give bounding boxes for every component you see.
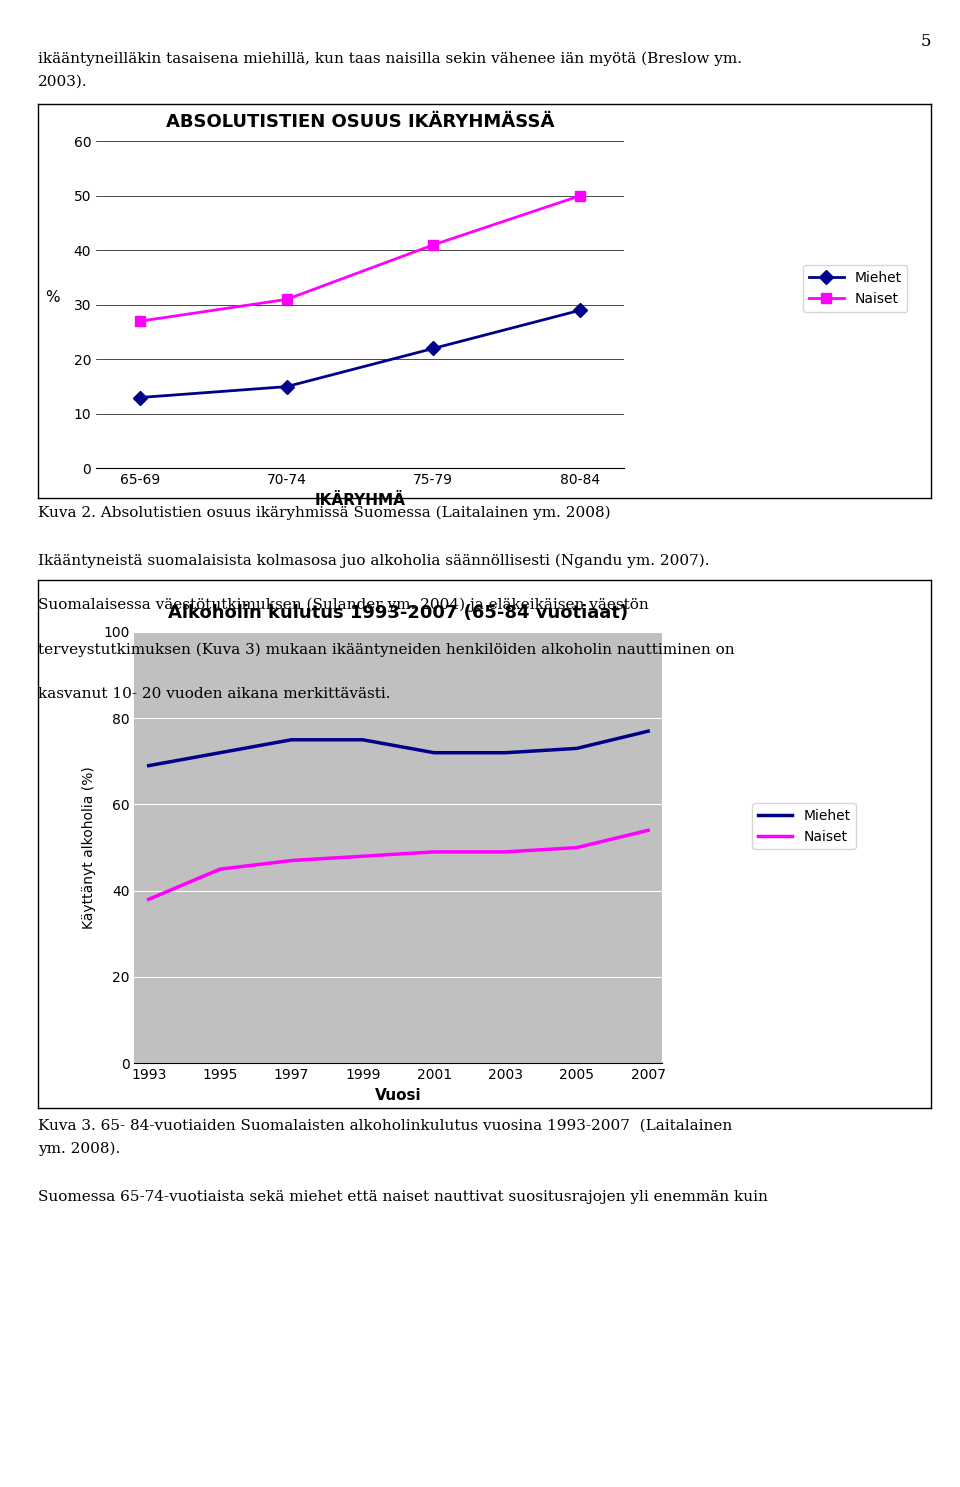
- Naiset: [143, 891, 155, 909]
- Miehet: [571, 739, 583, 757]
- Naiset: [134, 312, 146, 330]
- Y-axis label: %: %: [45, 290, 60, 305]
- Text: 5: 5: [921, 33, 931, 49]
- Title: ABSOLUTISTIEN OSUUS IKÄRYHMÄSSÄ: ABSOLUTISTIEN OSUUS IKÄRYHMÄSSÄ: [166, 113, 554, 131]
- Miehet: [499, 744, 511, 761]
- Naiset: [427, 236, 439, 254]
- Line: Miehet: Miehet: [135, 305, 585, 403]
- Line: Naiset: Naiset: [149, 830, 648, 900]
- Miehet: [357, 732, 369, 749]
- Legend: Miehet, Naiset: Miehet, Naiset: [804, 266, 907, 311]
- Line: Naiset: Naiset: [135, 190, 585, 326]
- Text: Kuva 3. 65- 84-vuotiaiden Suomalaisten alkoholinkulutus vuosina 1993-2007  (Lait: Kuva 3. 65- 84-vuotiaiden Suomalaisten a…: [38, 1118, 732, 1132]
- Miehet: [214, 744, 226, 761]
- Naiset: [499, 843, 511, 861]
- Text: terveystutkimuksen (Kuva 3) mukaan ikääntyneiden henkilöiden alkoholin nauttimin: terveystutkimuksen (Kuva 3) mukaan ikään…: [38, 642, 735, 657]
- Miehet: [134, 388, 146, 406]
- Line: Miehet: Miehet: [149, 732, 648, 766]
- Naiset: [214, 859, 226, 877]
- Naiset: [281, 290, 293, 308]
- Y-axis label: Käyttänyt alkoholia (%): Käyttänyt alkoholia (%): [83, 766, 96, 929]
- Text: ym. 2008).: ym. 2008).: [38, 1142, 121, 1157]
- Miehet: [642, 723, 654, 741]
- Miehet: [143, 757, 155, 775]
- Text: Ikääntyneistä suomalaisista kolmasosa juo alkoholia säännöllisesti (Ngandu ym. 2: Ikääntyneistä suomalaisista kolmasosa ju…: [38, 553, 709, 568]
- Legend: Miehet, Naiset: Miehet, Naiset: [752, 803, 856, 849]
- Miehet: [428, 744, 440, 761]
- Naiset: [642, 821, 654, 839]
- Naiset: [428, 843, 440, 861]
- Naiset: [286, 852, 298, 870]
- Text: ikääntyneilläkin tasaisena miehillä, kun taas naisilla sekin vähenee iän myötä (: ikääntyneilläkin tasaisena miehillä, kun…: [38, 52, 742, 67]
- X-axis label: Vuosi: Vuosi: [375, 1087, 421, 1103]
- Miehet: [281, 378, 293, 396]
- Miehet: [427, 339, 439, 357]
- Miehet: [286, 732, 298, 749]
- Text: Kuva 2. Absolutistien osuus ikäryhmissä Suomessa (Laitalainen ym. 2008): Kuva 2. Absolutistien osuus ikäryhmissä …: [38, 506, 611, 520]
- Text: Suomalaisessa väestötutkimuksen (Sulander ym. 2004) ja eläkeikäisen väestön: Suomalaisessa väestötutkimuksen (Sulande…: [38, 598, 649, 613]
- Naiset: [571, 839, 583, 857]
- Text: 2003).: 2003).: [38, 74, 88, 88]
- Text: Suomessa 65-74-vuotiaista sekä miehet että naiset nauttivat suositusrajojen yli : Suomessa 65-74-vuotiaista sekä miehet et…: [38, 1190, 768, 1203]
- Miehet: [574, 302, 586, 320]
- Naiset: [574, 187, 586, 205]
- Text: kasvanut 10- 20 vuoden aikana merkittävästi.: kasvanut 10- 20 vuoden aikana merkittävä…: [38, 687, 391, 700]
- Title: Alkoholin kulutus 1993-2007 (65-84 vuotiaat): Alkoholin kulutus 1993-2007 (65-84 vuoti…: [168, 604, 629, 622]
- X-axis label: IKÄRYHMÄ: IKÄRYHMÄ: [315, 492, 405, 509]
- Naiset: [357, 848, 369, 865]
